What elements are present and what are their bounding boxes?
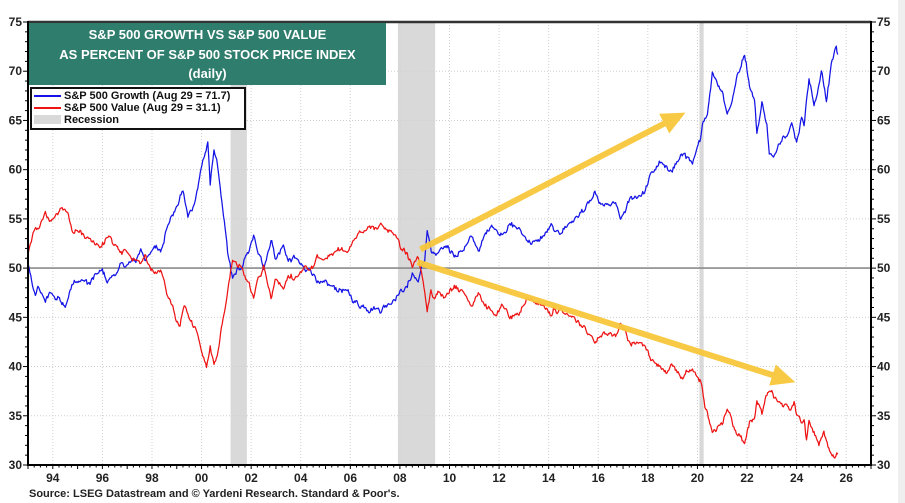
y-tick-label-left: 45 xyxy=(9,310,23,324)
tick-marks xyxy=(23,21,876,469)
y-tick-label-right: 45 xyxy=(877,310,891,324)
x-tick-label: 12 xyxy=(492,471,506,485)
x-tick-label: 02 xyxy=(244,471,258,485)
y-tick-label-left: 75 xyxy=(9,15,23,29)
source-note: Source: LSEG Datastream and © Yardeni Re… xyxy=(29,488,400,500)
y-tick-label-left: 65 xyxy=(9,113,23,127)
x-tick-label: 96 xyxy=(96,471,110,485)
x-tick-label: 22 xyxy=(740,471,754,485)
annotation-arrows xyxy=(416,112,796,386)
arrow-shaft xyxy=(416,259,776,379)
arrow-head xyxy=(769,364,796,386)
y-tick-label-left: 55 xyxy=(9,212,23,226)
y-tick-label-right: 65 xyxy=(877,113,891,127)
legend-item-value: S&P 500 Value (Aug 29 = 31.1) xyxy=(33,102,243,114)
legend-swatch-recession xyxy=(34,115,61,124)
x-tick-label: 06 xyxy=(344,471,358,485)
y-tick-label-right: 40 xyxy=(877,360,891,374)
x-tick-label: 24 xyxy=(790,471,804,485)
x-tick-label: 00 xyxy=(195,471,209,485)
x-tick-label: 10 xyxy=(443,471,457,485)
y-tick-label-left: 70 xyxy=(9,64,23,78)
series-line-value xyxy=(27,206,839,459)
recession-band xyxy=(230,22,247,465)
y-tick-label-left: 50 xyxy=(9,261,23,275)
y-tick-label-right: 70 xyxy=(877,64,891,78)
chart-title-box: S&P 500 GROWTH VS S&P 500 VALUE AS PERCE… xyxy=(29,23,386,85)
y-tick-label-right: 55 xyxy=(877,212,891,226)
recession-band xyxy=(699,22,704,465)
y-tick-label-left: 60 xyxy=(9,163,23,177)
legend-label-growth: S&P 500 Growth (Aug 29 = 71.7) xyxy=(64,90,231,102)
x-tick-label: 20 xyxy=(691,471,705,485)
y-tick-label-right: 50 xyxy=(877,261,891,275)
x-tick-label: 08 xyxy=(393,471,407,485)
chart-title-line-3: (daily) xyxy=(188,66,227,81)
chart-title-line-1: S&P 500 GROWTH VS S&P 500 VALUE xyxy=(88,27,327,42)
legend-swatch-value-line xyxy=(34,107,61,109)
legend-item-growth: S&P 500 Growth (Aug 29 = 71.7) xyxy=(33,90,243,102)
chart-legend: S&P 500 Growth (Aug 29 = 71.7) S&P 500 V… xyxy=(30,87,246,130)
x-tick-label: 16 xyxy=(592,471,606,485)
x-tick-label: 18 xyxy=(641,471,655,485)
tick-labels: 30 30 35 35 40 40 45 45 50 50 55 55 60 60 65 65 70 70 75 75… xyxy=(9,15,891,485)
x-tick-label: 14 xyxy=(542,471,556,485)
legend-label-value: S&P 500 Value (Aug 29 = 31.1) xyxy=(64,102,221,114)
legend-swatch-growth-line xyxy=(34,95,61,97)
x-tick-label: 94 xyxy=(46,471,60,485)
y-tick-label-left: 40 xyxy=(9,360,23,374)
legend-label-recession: Recession xyxy=(64,114,120,126)
growth-trend-arrow xyxy=(419,112,686,253)
y-tick-label-right: 60 xyxy=(877,163,891,177)
series-line-growth xyxy=(27,45,839,314)
legend-item-recession: Recession xyxy=(33,114,243,126)
arrow-head xyxy=(659,112,686,134)
data-series xyxy=(27,45,839,459)
chart-title-line-2: AS PERCENT OF S&P 500 STOCK PRICE INDEX xyxy=(59,46,356,62)
x-tick-label: 98 xyxy=(145,471,159,485)
y-tick-label-right: 35 xyxy=(877,409,891,423)
page-edge-strip xyxy=(898,0,905,503)
x-tick-label: 04 xyxy=(294,471,308,485)
arrow-shaft xyxy=(419,119,668,253)
y-tick-label-right: 30 xyxy=(877,458,891,472)
y-tick-label-left: 35 xyxy=(9,409,23,423)
value-trend-arrow xyxy=(416,259,796,386)
y-tick-label-left: 30 xyxy=(9,458,23,472)
x-tick-label: 26 xyxy=(840,471,854,485)
y-tick-label-right: 75 xyxy=(877,15,891,29)
